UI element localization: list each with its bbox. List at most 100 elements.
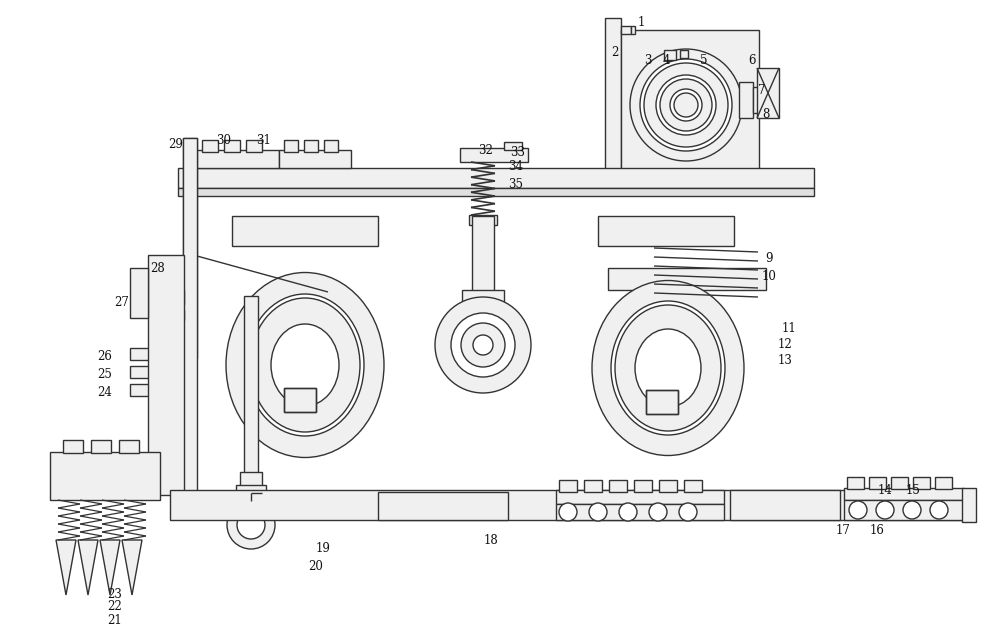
Text: 19: 19 bbox=[316, 542, 331, 554]
Text: 18: 18 bbox=[484, 533, 499, 547]
Bar bbox=[556, 504, 724, 520]
Bar bbox=[605, 18, 621, 186]
Text: 9: 9 bbox=[765, 251, 772, 265]
Circle shape bbox=[640, 59, 732, 151]
Text: 8: 8 bbox=[762, 108, 769, 122]
Ellipse shape bbox=[271, 324, 339, 406]
Bar bbox=[170, 310, 184, 320]
Circle shape bbox=[670, 89, 702, 121]
Bar bbox=[847, 477, 864, 489]
Polygon shape bbox=[78, 540, 98, 595]
Bar bbox=[279, 150, 351, 168]
Bar bbox=[130, 384, 172, 396]
Text: 20: 20 bbox=[308, 560, 323, 572]
Circle shape bbox=[559, 503, 577, 521]
Bar bbox=[684, 480, 702, 492]
Bar bbox=[634, 480, 652, 492]
Bar bbox=[913, 477, 930, 489]
Bar bbox=[962, 488, 976, 522]
Bar bbox=[556, 490, 724, 504]
Circle shape bbox=[630, 49, 742, 161]
Text: 34: 34 bbox=[508, 160, 523, 174]
Text: 14: 14 bbox=[878, 483, 893, 497]
Text: 13: 13 bbox=[778, 353, 793, 367]
Bar bbox=[119, 440, 139, 453]
Bar bbox=[739, 82, 753, 118]
Bar bbox=[462, 290, 504, 308]
Text: 4: 4 bbox=[663, 53, 670, 67]
Bar bbox=[584, 480, 602, 492]
Bar bbox=[504, 142, 522, 150]
Bar bbox=[130, 268, 148, 318]
Circle shape bbox=[589, 503, 607, 521]
Ellipse shape bbox=[611, 301, 725, 435]
Bar bbox=[753, 87, 759, 113]
Bar bbox=[63, 440, 83, 453]
Bar bbox=[869, 477, 886, 489]
Bar bbox=[130, 366, 172, 378]
Circle shape bbox=[451, 313, 515, 377]
Ellipse shape bbox=[635, 329, 701, 407]
Text: 22: 22 bbox=[107, 601, 122, 613]
Bar bbox=[244, 296, 258, 482]
Circle shape bbox=[930, 501, 948, 519]
Bar bbox=[130, 348, 172, 360]
Text: 24: 24 bbox=[97, 385, 112, 399]
Circle shape bbox=[473, 335, 493, 355]
Bar bbox=[757, 68, 779, 118]
Ellipse shape bbox=[226, 272, 384, 458]
Circle shape bbox=[876, 501, 894, 519]
Circle shape bbox=[660, 79, 712, 131]
Ellipse shape bbox=[592, 281, 744, 456]
Text: 15: 15 bbox=[906, 483, 921, 497]
Bar bbox=[631, 26, 635, 34]
Ellipse shape bbox=[250, 298, 360, 432]
Bar bbox=[659, 480, 677, 492]
Bar bbox=[646, 390, 678, 414]
Text: 26: 26 bbox=[97, 349, 112, 363]
Text: 29: 29 bbox=[168, 138, 183, 151]
Text: 17: 17 bbox=[836, 524, 851, 537]
Text: 12: 12 bbox=[778, 338, 793, 351]
Bar bbox=[202, 140, 218, 152]
Bar bbox=[559, 480, 577, 492]
Bar bbox=[935, 477, 952, 489]
Text: 6: 6 bbox=[748, 53, 756, 67]
Text: 21: 21 bbox=[107, 613, 122, 626]
Polygon shape bbox=[122, 540, 142, 595]
Bar bbox=[170, 290, 184, 304]
Bar bbox=[844, 488, 964, 500]
Bar bbox=[284, 140, 298, 152]
Circle shape bbox=[649, 503, 667, 521]
Text: 2: 2 bbox=[611, 46, 618, 58]
Bar bbox=[197, 150, 279, 168]
Circle shape bbox=[619, 503, 637, 521]
Bar bbox=[183, 138, 197, 493]
Bar bbox=[224, 140, 240, 152]
Bar bbox=[178, 168, 814, 188]
Bar bbox=[680, 50, 688, 58]
Text: 27: 27 bbox=[114, 296, 129, 308]
Bar bbox=[284, 388, 316, 412]
Text: 11: 11 bbox=[782, 322, 797, 335]
Circle shape bbox=[227, 501, 275, 549]
Text: 31: 31 bbox=[256, 133, 271, 147]
Bar bbox=[178, 188, 814, 196]
Text: 32: 32 bbox=[478, 144, 493, 156]
Bar bbox=[324, 140, 338, 152]
Circle shape bbox=[656, 75, 716, 135]
Circle shape bbox=[674, 93, 698, 117]
Text: 25: 25 bbox=[97, 367, 112, 381]
Bar bbox=[304, 140, 318, 152]
Polygon shape bbox=[56, 540, 76, 595]
Ellipse shape bbox=[615, 305, 721, 431]
Circle shape bbox=[461, 323, 505, 367]
Bar bbox=[730, 490, 840, 520]
Text: 3: 3 bbox=[644, 53, 652, 67]
Bar bbox=[844, 500, 964, 520]
Circle shape bbox=[849, 501, 867, 519]
Circle shape bbox=[237, 511, 265, 539]
Bar bbox=[232, 216, 378, 246]
Text: 28: 28 bbox=[150, 262, 165, 274]
Ellipse shape bbox=[246, 294, 364, 436]
